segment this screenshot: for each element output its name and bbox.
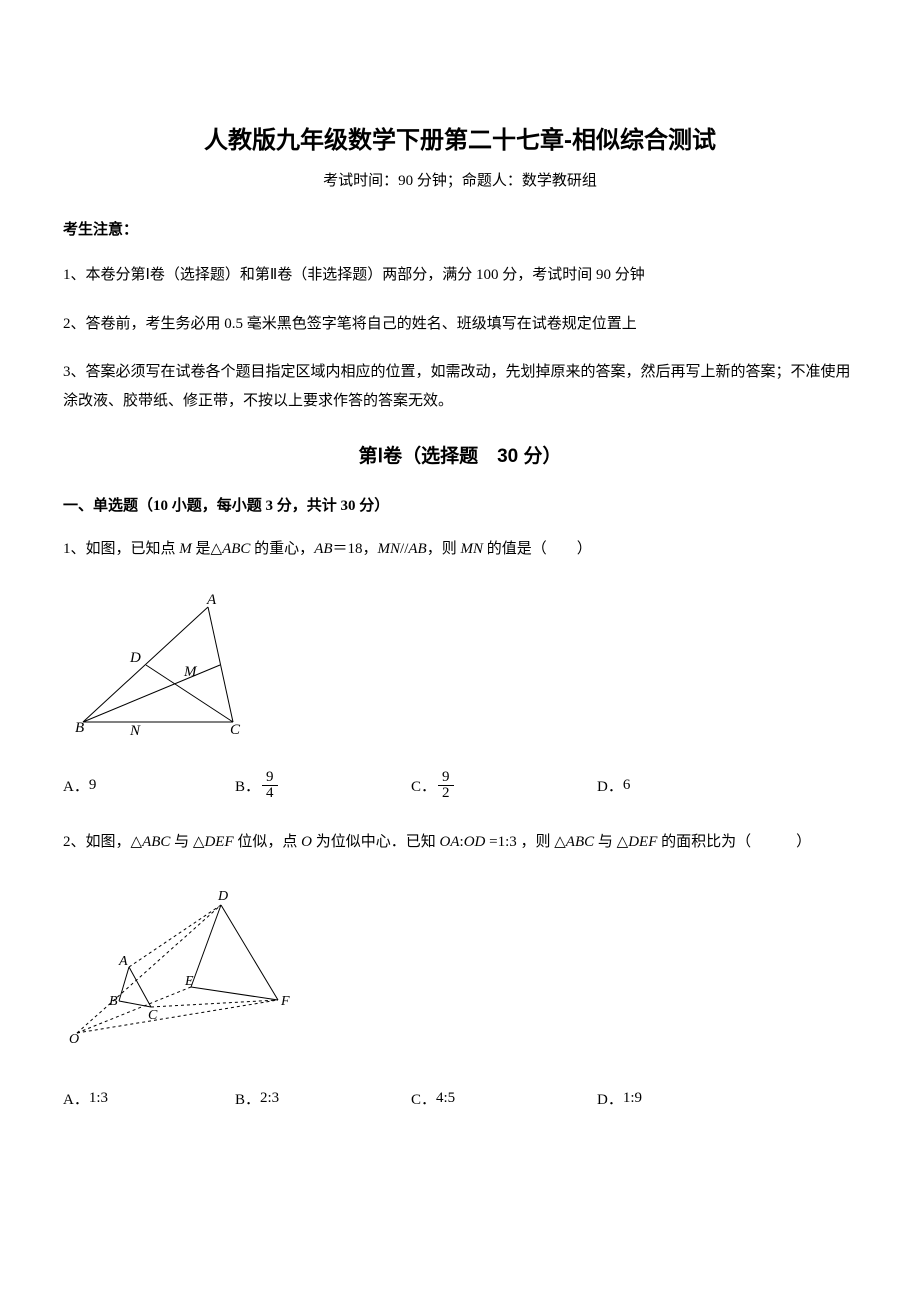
opt-value: 9 xyxy=(89,777,97,794)
question-2: 2、如图，△ABC 与 △DEF 位似，点 O 为位似中心．已知 OA:OD =… xyxy=(63,828,857,857)
label-c: C xyxy=(148,1008,158,1023)
notice-item: 1、本卷分第Ⅰ卷（选择题）和第Ⅱ卷（非选择题）两部分，满分 100 分，考试时间… xyxy=(63,261,857,290)
option-c: C． 9 2 xyxy=(411,770,597,803)
q2-options: A． 1:3 B． 2:3 C． 4:5 D． 1:9 xyxy=(63,1088,857,1109)
label-a: A xyxy=(118,954,128,969)
option-c: C． 4:5 xyxy=(411,1088,597,1109)
opt-value: 1:3 xyxy=(89,1090,108,1107)
notice-item: 3、答案必须写在试卷各个题目指定区域内相应的位置，如需改动，先划掉原来的答案，然… xyxy=(63,358,857,415)
denominator: 2 xyxy=(438,786,454,802)
q1-options: A． 9 B． 9 4 C． 9 2 D． 6 xyxy=(63,770,857,803)
fraction: 9 4 xyxy=(262,770,278,803)
q2-text: 位似，点 xyxy=(234,834,302,850)
q1-text: 的重心， xyxy=(250,541,314,557)
triangle-centroid-icon: A B C D M N xyxy=(63,592,253,737)
label-b: B xyxy=(75,720,84,736)
numerator: 9 xyxy=(438,770,454,787)
label-d: D xyxy=(217,889,228,904)
q1-text: 是 xyxy=(192,541,211,557)
q1-text: 1、如图，已知点 xyxy=(63,541,179,557)
label-a: A xyxy=(206,592,217,608)
q1-var: MN xyxy=(378,541,401,557)
notice-item: 2、答卷前，考生务必用 0.5 毫米黑色签字笔将自己的姓名、班级填写在试卷规定位… xyxy=(63,310,857,339)
opt-label: B． xyxy=(235,1088,260,1109)
label-c: C xyxy=(230,722,241,737)
option-a: A． 1:3 xyxy=(63,1088,235,1109)
option-d: D． 6 xyxy=(597,770,757,803)
q2-var: DEF xyxy=(204,834,233,850)
section-title: 第Ⅰ卷（选择题 30 分） xyxy=(63,441,857,468)
numerator: 9 xyxy=(262,770,278,787)
q2-text: 与 xyxy=(170,834,193,850)
exam-subtitle: 考试时间：90 分钟；命题人：数学教研组 xyxy=(63,169,857,190)
q2-figure: D E F A B C O xyxy=(63,885,857,1060)
q1-tri: △ xyxy=(211,541,223,557)
q2-text: =1:3 ，则 xyxy=(485,834,554,850)
q1-var: AB xyxy=(408,541,426,557)
label-m: M xyxy=(183,664,198,680)
q1-text: 的值是（ ） xyxy=(483,541,592,557)
opt-label: D． xyxy=(597,1088,623,1109)
q1-var: M xyxy=(179,541,192,557)
q2-tri: △ xyxy=(617,834,629,850)
opt-label: C． xyxy=(411,1088,436,1109)
q2-var: ABC xyxy=(142,834,170,850)
label-d: D xyxy=(129,650,141,666)
exam-title: 人教版九年级数学下册第二十七章-相似综合测试 xyxy=(63,120,857,155)
option-d: D． 1:9 xyxy=(597,1088,757,1109)
question-1: 1、如图，已知点 M 是△ABC 的重心，AB＝18，MN//AB，则 MN 的… xyxy=(63,535,857,564)
option-b: B． 2:3 xyxy=(235,1088,411,1109)
label-e: E xyxy=(184,974,194,989)
q2-tri: △ xyxy=(131,834,143,850)
q2-var: OA xyxy=(440,834,460,850)
similar-triangles-icon: D E F A B C O xyxy=(63,885,293,1055)
q1-figure: A B C D M N xyxy=(63,592,857,742)
q1-text: ，则 xyxy=(427,541,461,557)
opt-label: A． xyxy=(63,775,89,796)
label-b: B xyxy=(109,994,118,1009)
opt-label: C． xyxy=(411,775,436,796)
q1-var: ABC xyxy=(222,541,250,557)
q2-var: ABC xyxy=(566,834,594,850)
opt-value: 6 xyxy=(623,777,631,794)
opt-value: 2:3 xyxy=(260,1090,279,1107)
q1-var: MN xyxy=(460,541,483,557)
q1-text: ＝18， xyxy=(333,541,378,557)
opt-value: 4:5 xyxy=(436,1090,455,1107)
opt-label: B． xyxy=(235,775,260,796)
fraction: 9 2 xyxy=(438,770,454,803)
option-b: B． 9 4 xyxy=(235,770,411,803)
opt-value: 1:9 xyxy=(623,1090,642,1107)
label-n: N xyxy=(129,723,141,737)
q2-text: 的面积比为（ ） xyxy=(657,834,811,850)
q1-var: AB xyxy=(314,541,332,557)
option-a: A． 9 xyxy=(63,770,235,803)
opt-label: D． xyxy=(597,775,623,796)
label-f: F xyxy=(280,994,290,1009)
q2-text: 与 xyxy=(594,834,617,850)
q2-var: OD xyxy=(464,834,486,850)
notice-header: 考生注意： xyxy=(63,218,857,239)
part-header: 一、单选题（10 小题，每小题 3 分，共计 30 分） xyxy=(63,494,857,515)
opt-label: A． xyxy=(63,1088,89,1109)
q2-tri: △ xyxy=(554,834,566,850)
denominator: 4 xyxy=(262,786,278,802)
q2-tri: △ xyxy=(193,834,205,850)
q2-text: 2、如图， xyxy=(63,834,131,850)
q2-var: DEF xyxy=(628,834,657,850)
label-o: O xyxy=(69,1032,79,1047)
q2-text: 为位似中心．已知 xyxy=(312,834,440,850)
q2-var: O xyxy=(301,834,312,850)
